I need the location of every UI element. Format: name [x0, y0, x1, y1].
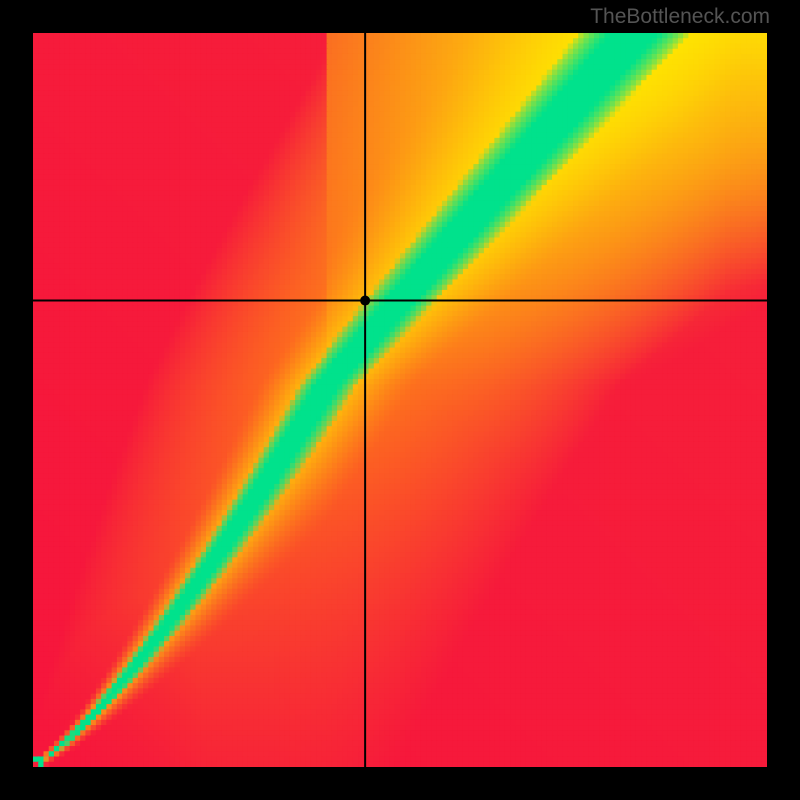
chart-container: TheBottleneck.com — [0, 0, 800, 800]
bottleneck-heatmap — [0, 0, 800, 800]
